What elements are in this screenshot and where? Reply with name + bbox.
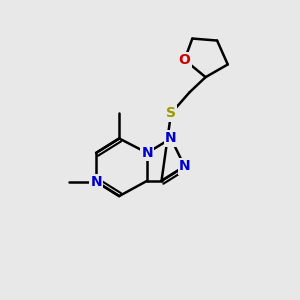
Text: O: O [178, 53, 190, 67]
Text: S: S [166, 106, 176, 120]
Text: N: N [141, 146, 153, 160]
Text: N: N [179, 159, 190, 173]
Text: N: N [90, 175, 102, 189]
Text: N: N [165, 131, 177, 146]
